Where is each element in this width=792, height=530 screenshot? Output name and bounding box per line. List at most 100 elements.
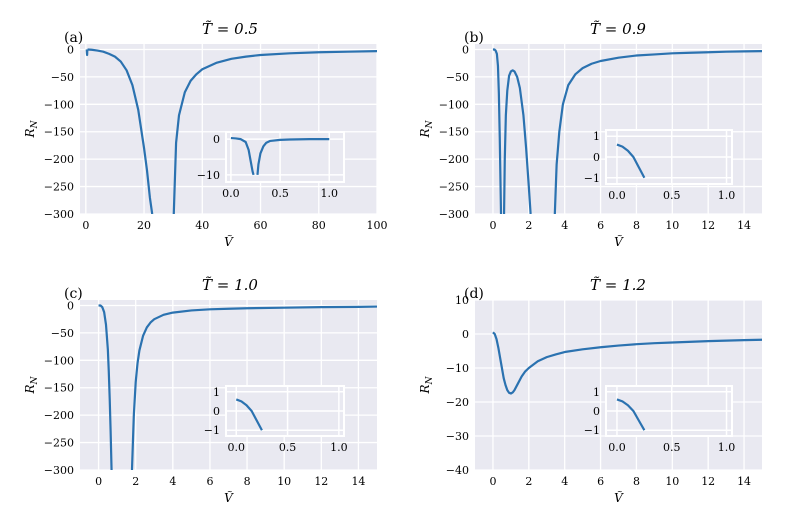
panel-2-y-tick-label: −50	[446, 71, 469, 84]
panel-3-series-line-1	[130, 305, 377, 470]
panel-4-x-axis-label: Ṽ	[614, 490, 624, 505]
panel-3-y-tick-label: −150	[44, 382, 74, 395]
panel-3-x-tick-label: 2	[132, 475, 139, 488]
panel-2-inset-y-tick-label: 1	[593, 130, 600, 143]
panel-4-y-tick-label: 10	[455, 294, 469, 307]
panel-3-x-tick-label: 6	[206, 475, 213, 488]
panel-2-x-tick-label: 0	[489, 219, 496, 232]
panel-3-y-tick-label: −50	[51, 327, 74, 340]
panel-1-panel-label: (a)	[64, 30, 83, 46]
panel-1-title: T̃ = 0.5	[202, 20, 258, 38]
panel-4-x-tick-label: 10	[665, 475, 679, 488]
panel-4-panel-label: (d)	[464, 286, 484, 302]
panel-3-inset-x-tick-label: 1.0	[330, 441, 348, 454]
panel-4-inset-axes: 0.0 0.5 1.0 1 0 −1	[584, 385, 736, 454]
panel-1-y-tick-label: −150	[44, 126, 74, 139]
panel-2-panel-label: (b)	[464, 30, 484, 46]
panel-3-x-axis-label: Ṽ	[224, 490, 234, 505]
panel-3-y-tick-label: −250	[44, 437, 74, 450]
panel-4-series-line-0	[492, 331, 762, 395]
panel-3-y-tick-label: −300	[44, 464, 74, 477]
panel-3-series-line-0	[98, 304, 113, 470]
panel-1-background	[80, 44, 377, 214]
panel-1-y-tick-label: 0	[67, 43, 74, 56]
panel-1-x-axis-label: Ṽ	[224, 234, 234, 249]
panel-2-y-tick-label: −250	[439, 181, 469, 194]
panel-4-inset-x-tick-label: 1.0	[718, 441, 736, 454]
panel-1-x-tick-label: 20	[137, 219, 151, 232]
panel-1-y-tick-label: −300	[44, 208, 74, 221]
panel-1-series-line-2	[172, 50, 377, 214]
panel-2-series-line-0	[492, 48, 503, 214]
panel-2-x-axis-label: Ṽ	[614, 234, 624, 249]
panel-4-x-tick-label: 6	[597, 475, 604, 488]
panel-3-inset-y-tick-label: 1	[213, 386, 220, 399]
panel-4-x-tick-label: 8	[633, 475, 640, 488]
panel-2-y-tick-label: −200	[439, 153, 469, 166]
panel-1-inset-x-tick-label: 0.5	[271, 187, 289, 200]
panel-1-y-tick-label: −100	[44, 98, 74, 111]
panel-2-inset-x-tick-label: 1.0	[718, 189, 736, 202]
panel-3-x-tick-label: 0	[95, 475, 102, 488]
panel-1-x-tick-label: 40	[195, 219, 209, 232]
panel-3-inset-y-tick-label: −1	[204, 424, 220, 437]
panel-4-x-tick-label: 2	[525, 475, 532, 488]
panel-4-inset-x-tick-label: 0.0	[608, 441, 626, 454]
panel-2-x-tick-label: 2	[525, 219, 532, 232]
panel-1-y-tick-label: −50	[51, 71, 74, 84]
panel-4-inset-y-tick-label: 0	[593, 405, 600, 418]
panel-2-y-tick-label: −300	[439, 208, 469, 221]
panel-2-series-line-1	[502, 69, 532, 214]
panel-3-y-tick-label: 0	[67, 299, 74, 312]
panel-2-x-tick-label: 12	[701, 219, 715, 232]
panel-4-y-tick-label: −10	[446, 362, 469, 375]
panel-4-y-tick-label: −40	[446, 464, 469, 477]
panel-3-y-tick-label: −100	[44, 354, 74, 367]
panel-4-y-tick-label: −20	[446, 396, 469, 409]
panel-3-inset-x-tick-label: 0.5	[279, 441, 297, 454]
panel-1-y-tick-label: −250	[44, 181, 74, 194]
panel-1-inset-x-tick-label: 0.0	[222, 187, 240, 200]
panel-2-x-tick-label: 14	[737, 219, 751, 232]
panel-3-title: T̃ = 1.0	[202, 276, 258, 294]
panel-2-inset-y-tick-label: −1	[584, 172, 600, 185]
panel-4-y-tick-label: 0	[462, 328, 469, 341]
panel-2-inset-axes: 0.0 0.5 1.0 1 0 −1	[584, 129, 736, 202]
panel-1-inset-axes: 0.0 0.5 1.0 0 −10	[197, 131, 345, 200]
panel-4-x-tick-label: 14	[737, 475, 751, 488]
panel-1-y-tick-label: −200	[44, 153, 74, 166]
panel-2-y-tick-label: 0	[462, 43, 469, 56]
panel-3-inset-series-line-0	[235, 398, 263, 431]
panel-2-inset-y-tick-label: 0	[593, 151, 600, 164]
panel-4-y-axis-label: RN	[418, 375, 435, 394]
panel-4-inset-x-tick-label: 0.5	[663, 441, 681, 454]
panel-1-y-axis-label: RN	[23, 119, 40, 138]
panel-1-x-tick-label: 60	[254, 219, 268, 232]
panel-3-x-tick-label: 12	[314, 475, 328, 488]
panel-2-x-tick-label: 10	[665, 219, 679, 232]
panel-3-inset-x-tick-label: 0.0	[228, 441, 246, 454]
panel-1-inset-series-line-0	[230, 136, 255, 176]
panel-2-inset-x-tick-label: 0.0	[608, 189, 626, 202]
panel-4-inset-y-tick-label: 1	[593, 386, 600, 399]
panel-3-panel-label: (c)	[64, 286, 83, 302]
panel-1-series-line-1	[87, 48, 154, 214]
panel-3-y-axis-label: RN	[23, 375, 40, 394]
panel-4-y-tick-label: −30	[446, 430, 469, 443]
panel-3-inset-y-tick-label: 0	[213, 405, 220, 418]
panel-2-y-tick-label: −100	[439, 98, 469, 111]
panel-2-series-line-2	[553, 50, 762, 214]
panel-2-inset-series-line-0	[616, 143, 646, 179]
panel-1-inset-y-tick-label: 0	[213, 133, 220, 146]
panel-3-y-tick-label: −200	[44, 409, 74, 422]
panel-3-inset-axes: 0.0 0.5 1.0 1 0 −1	[204, 385, 348, 454]
panel-4-x-tick-label: 4	[561, 475, 568, 488]
panel-4-inset-series-line-0	[616, 398, 646, 431]
panel-4-title: T̃ = 1.2	[590, 276, 646, 294]
panel-3-x-tick-label: 4	[169, 475, 176, 488]
panel-2-x-tick-label: 4	[561, 219, 568, 232]
panel-2-y-axis-label: RN	[418, 119, 435, 138]
panel-3-x-tick-label: 10	[277, 475, 291, 488]
panel-2-x-tick-label: 6	[597, 219, 604, 232]
